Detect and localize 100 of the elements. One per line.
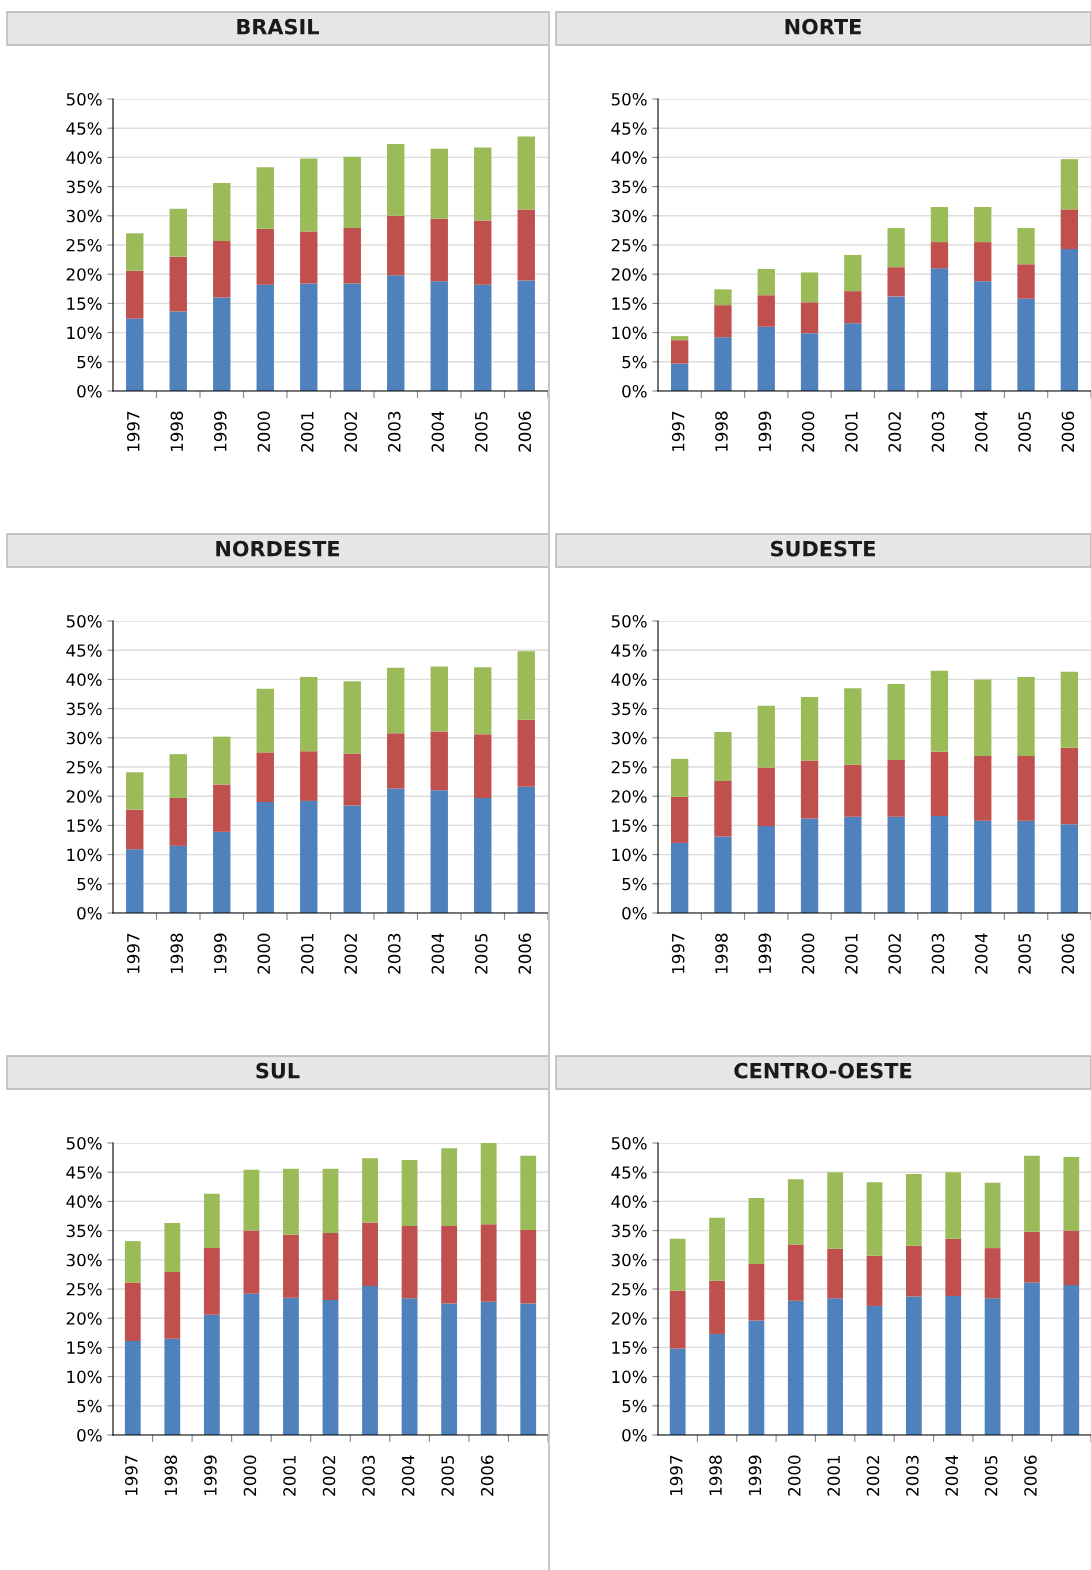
bar — [256, 284, 274, 391]
x-tick-label: 2005 — [441, 1455, 454, 1496]
bar — [256, 752, 274, 803]
bar — [757, 767, 775, 826]
bar — [1060, 671, 1079, 748]
y-tick-label: 10% — [67, 326, 102, 340]
bar — [887, 296, 905, 391]
bar — [517, 786, 535, 913]
bar — [322, 1300, 339, 1435]
bar — [517, 209, 535, 281]
y-tick-label: 50% — [66, 92, 102, 106]
bar — [124, 1282, 141, 1341]
bar — [256, 688, 274, 753]
y-tick-label: 35% — [66, 180, 102, 194]
bar — [887, 816, 905, 913]
bar — [243, 1293, 260, 1435]
bar — [1063, 1230, 1080, 1285]
bar — [213, 240, 231, 298]
x-tick-label: 2005 — [984, 1455, 998, 1496]
y-tick-label: 25% — [66, 760, 102, 774]
bar — [670, 842, 689, 913]
bar — [387, 788, 405, 913]
bar — [800, 818, 819, 913]
bar — [1060, 824, 1079, 913]
bar — [430, 218, 448, 282]
y-tick-label: 35% — [611, 702, 647, 716]
bar — [905, 1296, 922, 1435]
bar — [387, 275, 405, 391]
x-tick-label: 2002 — [344, 934, 358, 974]
y-tick-label: 15% — [67, 819, 102, 832]
bar — [441, 1225, 458, 1304]
bar — [362, 1222, 378, 1287]
bar — [945, 1296, 962, 1435]
bar — [1017, 755, 1035, 821]
bar — [474, 734, 492, 798]
x-tick-label: 1998 — [164, 1455, 178, 1496]
bar — [169, 754, 187, 798]
x-tick-label: 1999 — [748, 1455, 762, 1496]
x-tick-label: 1997 — [125, 1455, 138, 1496]
bar — [930, 207, 949, 243]
y-tick-label: 5% — [622, 355, 647, 369]
x-tick-label: 2001 — [300, 933, 314, 974]
bar — [169, 311, 187, 391]
x-tick-label: 2001 — [845, 411, 858, 452]
bar — [714, 289, 732, 306]
bar — [844, 816, 862, 913]
bar — [714, 337, 732, 391]
y-tick-label: 25% — [611, 760, 647, 774]
y-tick-label: 25% — [66, 238, 102, 252]
bar — [256, 802, 274, 913]
bar — [974, 755, 992, 821]
bar — [1017, 298, 1035, 391]
bar — [887, 267, 905, 297]
bar — [1060, 747, 1079, 825]
bar — [887, 759, 905, 817]
bar — [714, 731, 732, 782]
y-tick-label: 0% — [622, 1428, 647, 1442]
x-tick-label: 2002 — [866, 1456, 880, 1496]
bar — [930, 242, 949, 269]
x-tick-label: 2001 — [827, 1455, 840, 1496]
bar — [213, 831, 231, 913]
bar — [1063, 1284, 1080, 1435]
x-tick-label: 2006 — [1024, 1455, 1037, 1496]
bar — [800, 696, 819, 761]
bar — [757, 705, 775, 768]
bar — [243, 1230, 260, 1294]
y-tick-label: 25% — [611, 1282, 647, 1296]
x-tick-label: 1997 — [671, 411, 685, 452]
bar — [945, 1172, 962, 1239]
y-tick-label: 0% — [77, 384, 102, 398]
y-tick-label: 20% — [611, 790, 647, 803]
bar — [474, 147, 492, 221]
x-tick-label: 2003 — [362, 1455, 375, 1496]
bar — [974, 242, 992, 282]
y-tick-label: 50% — [611, 614, 647, 628]
bar — [670, 340, 689, 364]
y-tick-label: 45% — [611, 644, 647, 657]
y-tick-label: 35% — [66, 702, 102, 716]
bar — [517, 280, 535, 391]
y-tick-label: 50% — [611, 1136, 647, 1150]
y-tick-label: 45% — [611, 122, 647, 135]
bar — [480, 1224, 497, 1302]
x-tick-label: 2003 — [906, 1455, 919, 1496]
y-tick-label: 0% — [622, 384, 647, 398]
bar — [362, 1286, 378, 1435]
y-tick-label: 5% — [77, 355, 102, 369]
chart-title: BRASIL — [237, 18, 319, 35]
bar — [748, 1263, 765, 1321]
bar — [283, 1234, 299, 1298]
x-tick-label: 2002 — [888, 412, 901, 452]
y-tick-label: 35% — [66, 1224, 102, 1238]
bar — [300, 677, 318, 752]
bar — [1017, 228, 1035, 265]
bar — [1017, 820, 1035, 913]
bar — [1017, 677, 1035, 756]
bar — [757, 295, 775, 327]
bar — [827, 1172, 844, 1249]
y-tick-label: 0% — [77, 906, 102, 920]
bar — [670, 796, 689, 843]
x-tick-label: 1998 — [170, 411, 184, 452]
